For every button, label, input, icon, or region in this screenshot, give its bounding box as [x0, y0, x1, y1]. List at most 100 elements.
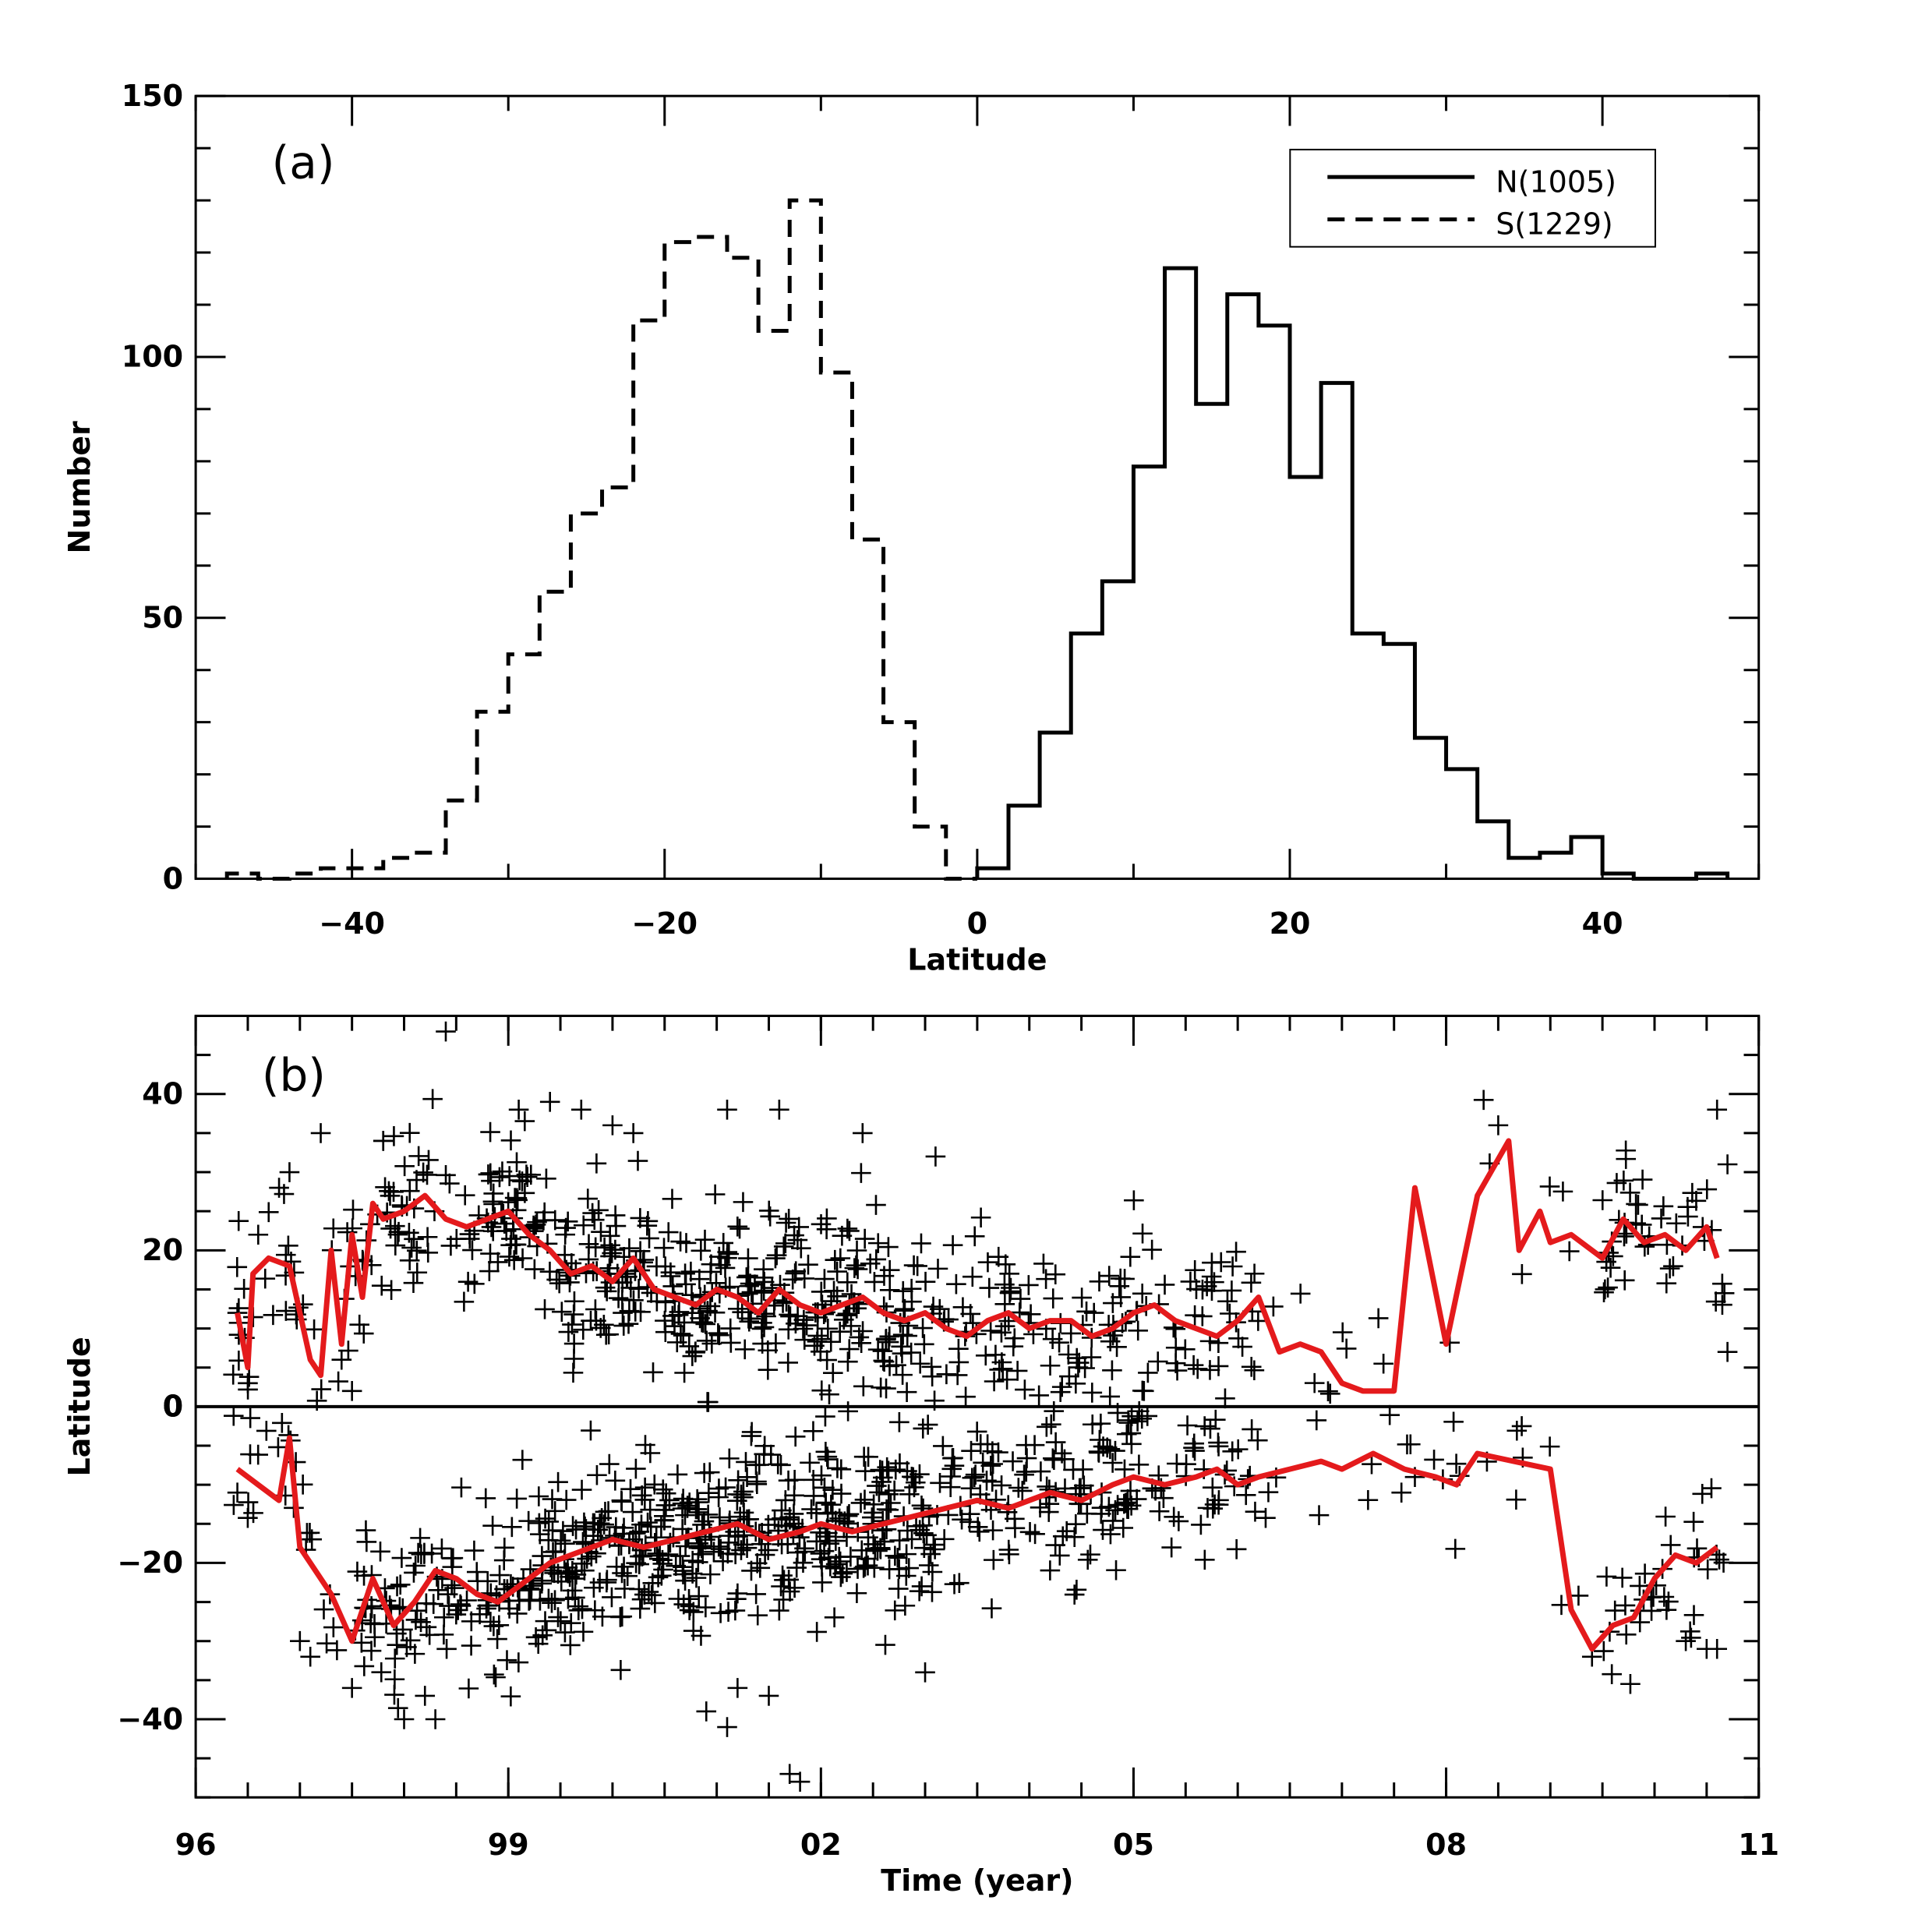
- data-point-cross: [655, 1310, 675, 1331]
- data-point-cross: [584, 1577, 604, 1598]
- data-point-cross: [542, 1592, 562, 1613]
- data-point-cross: [1241, 1357, 1262, 1377]
- data-point-cross: [858, 1527, 878, 1548]
- data-point-cross: [719, 1244, 740, 1264]
- data-point-cross: [662, 1276, 683, 1297]
- data-point-cross: [1069, 1478, 1090, 1499]
- data-point-cross: [691, 1241, 712, 1261]
- data-point-cross: [827, 1458, 848, 1478]
- data-point-cross: [997, 1369, 1017, 1390]
- data-point-cross: [1228, 1328, 1249, 1349]
- data-point-cross: [884, 1480, 905, 1501]
- data-point-cross: [1220, 1303, 1240, 1324]
- data-point-cross: [483, 1616, 504, 1637]
- data-point-cross: [679, 1588, 699, 1609]
- data-point-cross: [897, 1521, 918, 1541]
- data-point-cross: [1100, 1524, 1121, 1545]
- data-point-cross: [1707, 1100, 1727, 1120]
- data-point-cross: [535, 1508, 556, 1529]
- data-point-cross: [1030, 1497, 1051, 1518]
- histogram-x-axis-label: Latitude: [907, 942, 1047, 977]
- data-point-cross: [811, 1556, 832, 1577]
- data-point-cross: [586, 1310, 606, 1331]
- data-point-cross: [405, 1609, 426, 1630]
- data-point-cross: [749, 1454, 770, 1475]
- x-tick-label: −20: [631, 906, 698, 941]
- data-point-cross: [871, 1471, 892, 1492]
- data-point-cross: [669, 1302, 690, 1323]
- data-point-cross: [1033, 1253, 1054, 1274]
- data-point-cross: [228, 1210, 249, 1231]
- data-point-cross: [597, 1570, 617, 1590]
- data-point-cross: [732, 1302, 753, 1323]
- data-point-cross: [794, 1268, 815, 1289]
- data-point-cross: [648, 1549, 669, 1570]
- data-point-cross: [562, 1561, 583, 1581]
- data-point-cross: [263, 1305, 284, 1326]
- data-point-cross: [1203, 1477, 1223, 1498]
- data-point-cross: [895, 1595, 916, 1616]
- data-point-cross: [341, 1381, 362, 1401]
- data-point-cross: [447, 1600, 468, 1620]
- data-point-cross: [478, 1164, 499, 1185]
- data-point-cross: [1506, 1489, 1527, 1510]
- data-point-cross: [539, 1530, 559, 1550]
- data-point-cross: [946, 1273, 966, 1294]
- data-point-cross: [853, 1376, 874, 1397]
- data-point-cross: [1090, 1429, 1110, 1450]
- data-point-cross: [771, 1454, 791, 1475]
- data-point-cross: [647, 1543, 668, 1564]
- y-tick-label: 40: [142, 1077, 183, 1111]
- data-point-cross: [731, 1484, 751, 1505]
- data-point-cross: [458, 1678, 479, 1699]
- data-point-cross: [728, 1298, 748, 1319]
- y-tick-label: 50: [142, 601, 183, 635]
- data-point-cross: [782, 1270, 803, 1290]
- data-point-cross: [1128, 1320, 1149, 1341]
- data-point-cross: [814, 1478, 835, 1498]
- data-point-cross: [539, 1588, 559, 1609]
- data-point-cross: [1248, 1430, 1268, 1450]
- data-point-cross: [1099, 1266, 1120, 1286]
- data-point-cross: [687, 1489, 708, 1510]
- data-point-cross: [864, 1272, 885, 1292]
- histogram-y-tick-labels: 0 50 100 150: [122, 79, 183, 895]
- data-point-cross: [1043, 1448, 1063, 1469]
- data-point-cross: [1445, 1538, 1466, 1559]
- data-point-cross: [399, 1223, 419, 1243]
- data-point-cross: [758, 1200, 779, 1221]
- data-point-cross: [736, 1452, 756, 1472]
- data-point-cross: [1681, 1627, 1701, 1648]
- data-point-cross: [1222, 1256, 1243, 1277]
- histogram-north-series: [975, 266, 1730, 881]
- data-point-cross: [591, 1221, 611, 1242]
- data-point-cross: [800, 1452, 820, 1473]
- data-point-cross: [1473, 1090, 1494, 1111]
- data-point-cross: [818, 1318, 839, 1339]
- data-point-cross: [391, 1548, 412, 1568]
- data-point-cross: [631, 1514, 652, 1535]
- data-point-cross: [1511, 1416, 1532, 1436]
- data-point-cross: [1194, 1416, 1215, 1436]
- scatter-ticks: [194, 1014, 1761, 1799]
- data-point-cross: [1004, 1328, 1025, 1348]
- data-point-cross: [988, 1442, 1008, 1463]
- data-point-cross: [1653, 1196, 1674, 1217]
- data-point-cross: [313, 1599, 334, 1619]
- data-point-cross: [1043, 1288, 1064, 1309]
- data-point-cross: [1090, 1413, 1111, 1434]
- data-point-cross: [1117, 1499, 1138, 1519]
- data-point-cross: [949, 1573, 970, 1594]
- data-point-cross: [304, 1319, 324, 1340]
- data-point-cross: [818, 1503, 838, 1524]
- data-point-cross: [807, 1622, 827, 1642]
- data-point-cross: [437, 1584, 458, 1605]
- data-point-cross: [1175, 1339, 1196, 1360]
- data-point-cross: [1120, 1246, 1141, 1267]
- data-point-cross: [464, 1273, 485, 1294]
- data-point-cross: [512, 1450, 533, 1470]
- data-point-cross: [1167, 1453, 1187, 1474]
- data-point-cross: [1102, 1360, 1122, 1381]
- data-point-cross: [532, 1570, 553, 1591]
- north-mean-line: [235, 1138, 1720, 1394]
